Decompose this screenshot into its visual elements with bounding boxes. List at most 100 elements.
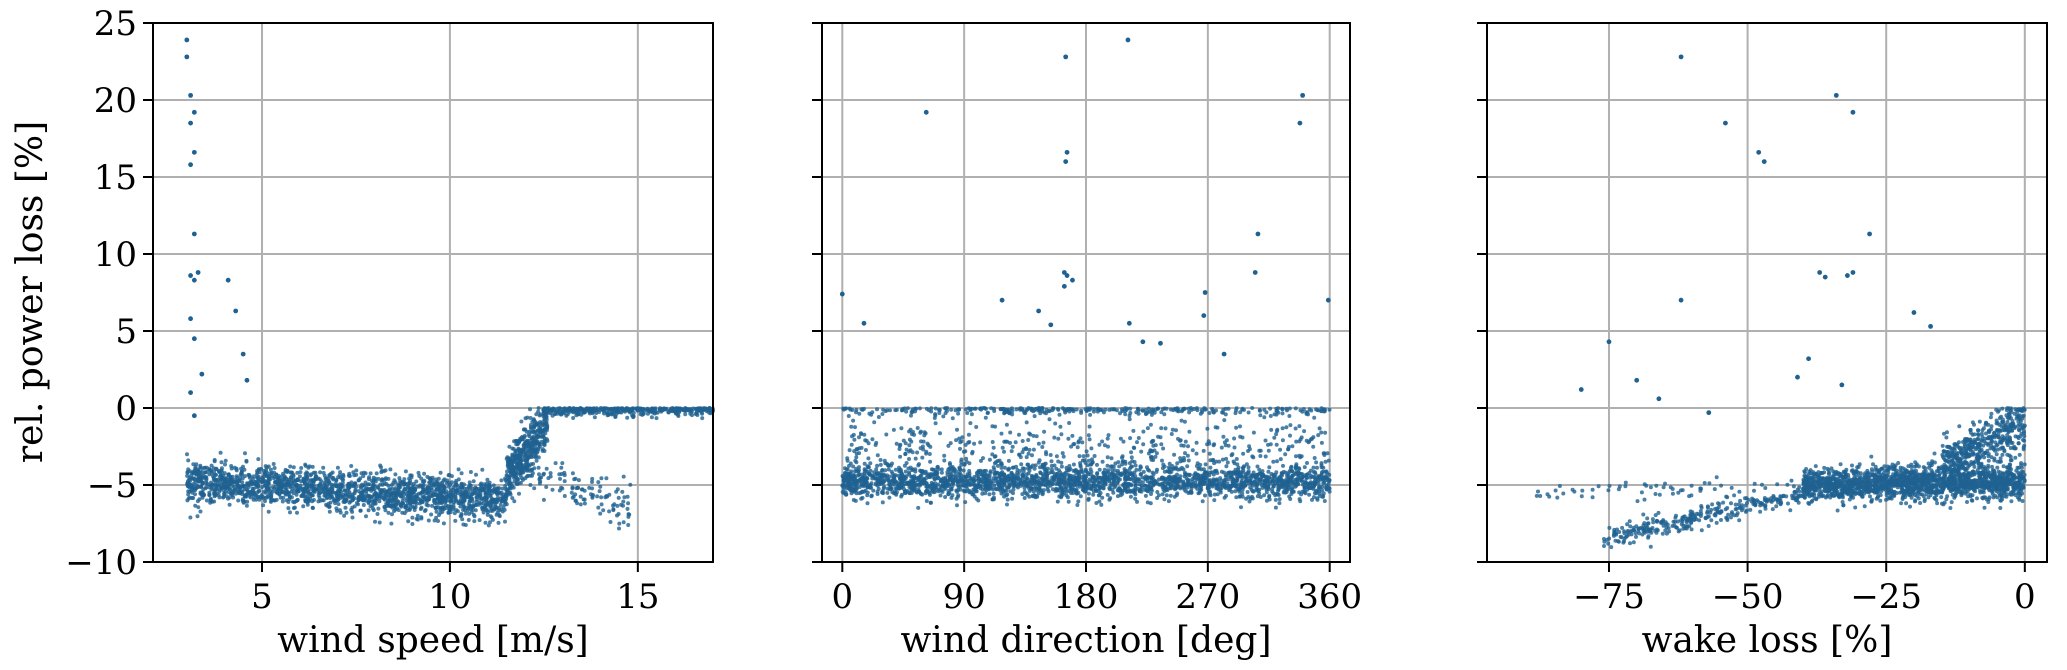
data-point — [1107, 497, 1112, 502]
data-point — [1326, 485, 1331, 490]
data-point — [398, 502, 403, 507]
data-point — [1051, 477, 1056, 482]
data-point — [1034, 494, 1039, 499]
data-point — [968, 482, 973, 487]
data-point — [186, 458, 191, 463]
data-point — [576, 478, 581, 483]
data-point — [191, 109, 197, 115]
data-point — [408, 481, 413, 486]
data-point — [526, 432, 531, 437]
data-point — [195, 270, 201, 275]
data-point — [466, 506, 471, 511]
data-point — [191, 277, 197, 283]
data-point — [298, 470, 303, 475]
data-point — [488, 514, 493, 519]
data-point — [609, 412, 614, 417]
data-point — [539, 434, 544, 439]
data-point — [1094, 488, 1099, 493]
data-point — [601, 508, 606, 513]
data-point — [328, 493, 333, 498]
data-point — [1299, 477, 1304, 482]
data-point — [350, 495, 355, 500]
data-point — [441, 521, 446, 526]
data-point — [478, 493, 483, 498]
data-point — [914, 490, 919, 495]
data-point — [470, 499, 475, 504]
data-point — [1195, 486, 1200, 491]
data-point — [542, 406, 547, 411]
data-point — [247, 490, 251, 495]
data-point — [371, 480, 376, 485]
data-point — [1185, 464, 1190, 469]
data-point — [207, 492, 212, 497]
data-point — [875, 478, 880, 483]
data-point — [615, 487, 620, 492]
data-point — [1126, 476, 1131, 481]
data-point — [366, 500, 371, 504]
data-point — [219, 460, 224, 465]
data-point — [414, 516, 419, 521]
data-point — [686, 408, 691, 413]
data-point — [336, 502, 341, 507]
data-point — [541, 497, 546, 502]
data-point — [468, 470, 473, 474]
data-point — [191, 470, 196, 475]
data-point — [495, 486, 500, 491]
data-point — [428, 494, 433, 499]
y-tick-label: 5 — [115, 312, 137, 352]
data-point — [841, 482, 846, 487]
data-point — [452, 500, 457, 505]
data-point — [625, 506, 630, 511]
data-point — [1043, 483, 1048, 488]
data-point — [224, 479, 229, 484]
data-point — [430, 478, 435, 483]
data-point — [1290, 489, 1295, 494]
data-point — [580, 487, 585, 492]
data-point — [204, 498, 209, 503]
data-point — [1288, 497, 1293, 501]
data-point — [254, 481, 259, 486]
data-point — [503, 519, 507, 524]
data-point — [871, 488, 876, 493]
data-point — [875, 489, 880, 494]
data-point — [272, 466, 277, 470]
data-point — [212, 458, 217, 462]
data-point — [1076, 499, 1081, 504]
data-point — [1005, 477, 1010, 482]
data-point — [471, 479, 476, 484]
data-point — [1086, 491, 1091, 496]
data-point — [373, 492, 378, 497]
data-point — [956, 483, 960, 488]
data-point — [596, 505, 601, 510]
data-point — [240, 480, 245, 485]
data-point — [927, 492, 932, 497]
data-point — [373, 519, 377, 524]
data-point — [1006, 467, 1011, 472]
data-point — [1250, 489, 1255, 494]
data-point — [573, 492, 578, 497]
data-point — [221, 494, 226, 499]
data-point — [454, 478, 459, 483]
data-point — [311, 470, 316, 475]
data-point — [1326, 482, 1331, 487]
data-point — [867, 472, 872, 477]
data-point — [961, 468, 966, 473]
data-point — [1000, 479, 1005, 484]
data-point — [559, 465, 564, 470]
data-point — [198, 509, 203, 514]
data-point — [393, 472, 398, 477]
data-point — [559, 412, 564, 417]
data-point — [602, 406, 607, 411]
data-point — [304, 474, 309, 479]
data-point — [528, 468, 533, 473]
data-point — [1172, 475, 1177, 480]
data-point — [1155, 467, 1159, 472]
data-point — [605, 406, 610, 411]
data-point — [955, 503, 959, 508]
data-point — [384, 482, 389, 487]
data-point — [244, 458, 249, 463]
data-point — [453, 518, 458, 523]
data-point — [1274, 491, 1279, 496]
data-point — [578, 494, 583, 499]
